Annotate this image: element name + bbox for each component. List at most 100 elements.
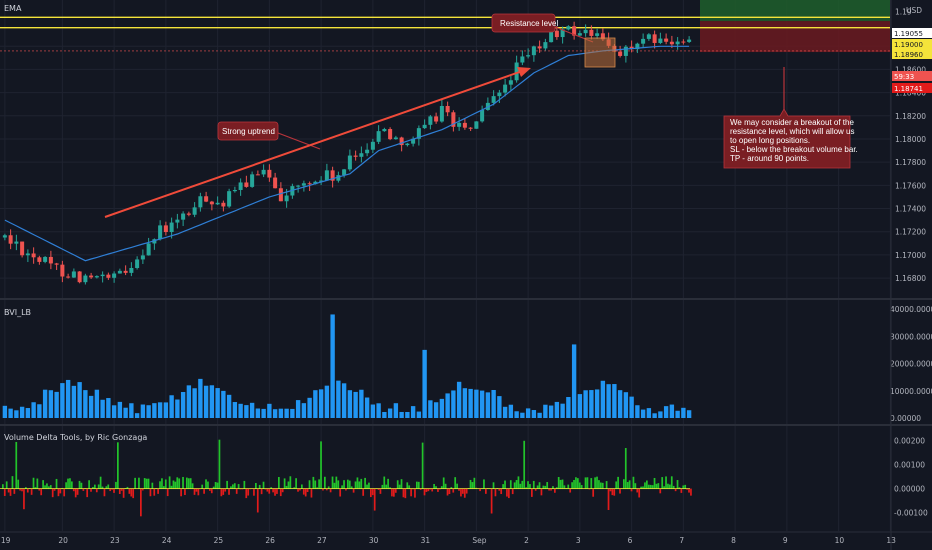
delta-bar[interactable]	[153, 488, 156, 496]
volume-bar[interactable]	[640, 409, 646, 418]
volume-bar[interactable]	[445, 393, 450, 418]
delta-bar[interactable]	[337, 480, 340, 490]
delta-bar[interactable]	[71, 481, 73, 490]
delta-bar[interactable]	[665, 476, 667, 490]
volume-bar[interactable]	[353, 391, 358, 418]
delta-bar[interactable]	[410, 488, 412, 497]
delta-bar[interactable]	[688, 488, 690, 493]
volume-bar[interactable]	[324, 385, 330, 418]
delta-bar[interactable]	[247, 488, 250, 496]
delta-bar[interactable]	[598, 480, 600, 490]
delta-bar[interactable]	[23, 488, 25, 510]
delta-bar[interactable]	[628, 480, 631, 490]
delta-bar[interactable]	[609, 488, 612, 492]
volume-bar[interactable]	[416, 411, 422, 418]
delta-bar[interactable]	[521, 480, 524, 490]
delta-bar[interactable]	[439, 488, 441, 490]
delta-bar[interactable]	[601, 482, 604, 490]
delta-bar[interactable]	[502, 484, 504, 490]
volume-bar[interactable]	[433, 402, 439, 418]
delta-bar[interactable]	[46, 483, 48, 490]
candle[interactable]	[112, 271, 117, 283]
delta-bar[interactable]	[393, 488, 395, 497]
volume-bar[interactable]	[387, 408, 393, 418]
delta-bar[interactable]	[233, 483, 236, 490]
delta-bar[interactable]	[360, 478, 363, 490]
volume-bar[interactable]	[548, 405, 554, 418]
candle[interactable]	[158, 220, 163, 241]
delta-bar[interactable]	[483, 479, 485, 490]
delta-bar[interactable]	[667, 483, 669, 490]
candle[interactable]	[89, 272, 94, 279]
delta-bar[interactable]	[166, 488, 169, 497]
candle[interactable]	[439, 99, 444, 123]
volume-bar[interactable]	[19, 406, 25, 418]
delta-bar[interactable]	[500, 488, 503, 495]
delta-bar[interactable]	[117, 442, 119, 490]
delta-bar[interactable]	[659, 488, 662, 494]
volume-bar[interactable]	[560, 403, 565, 418]
delta-bar[interactable]	[134, 477, 136, 490]
delta-bar[interactable]	[515, 480, 518, 490]
delta-bar[interactable]	[450, 487, 453, 490]
delta-bar[interactable]	[76, 488, 79, 495]
candle[interactable]	[250, 171, 255, 188]
delta-bar[interactable]	[588, 488, 591, 490]
volume-bar[interactable]	[393, 403, 399, 418]
delta-bar[interactable]	[90, 488, 92, 492]
volume-bar[interactable]	[571, 344, 577, 418]
delta-bar[interactable]	[347, 479, 349, 490]
delta-bar[interactable]	[113, 488, 115, 493]
delta-bar[interactable]	[584, 477, 587, 490]
candle[interactable]	[227, 188, 232, 208]
delta-bar[interactable]	[672, 485, 675, 490]
delta-bar[interactable]	[239, 488, 242, 490]
delta-bar[interactable]	[140, 488, 142, 517]
delta-bar[interactable]	[15, 441, 18, 490]
volume-bar[interactable]	[589, 390, 594, 418]
volume-bar[interactable]	[525, 408, 531, 418]
volume-bar[interactable]	[203, 385, 209, 418]
delta-bar[interactable]	[53, 488, 56, 491]
candle[interactable]	[8, 229, 13, 250]
delta-bar[interactable]	[170, 485, 173, 490]
delta-bar[interactable]	[331, 476, 334, 490]
delta-bar[interactable]	[262, 481, 265, 490]
candle[interactable]	[54, 262, 59, 270]
volume-bar[interactable]	[100, 399, 105, 418]
delta-bar[interactable]	[180, 488, 182, 497]
volume-bar[interactable]	[221, 390, 226, 418]
candle[interactable]	[652, 30, 657, 49]
delta-bar[interactable]	[163, 486, 165, 490]
volume-bar[interactable]	[606, 384, 611, 418]
volume-bar[interactable]	[2, 405, 8, 418]
candle[interactable]	[629, 40, 634, 53]
volume-bar[interactable]	[612, 384, 617, 418]
delta-bar[interactable]	[258, 484, 261, 490]
delta-bar[interactable]	[605, 481, 608, 490]
delta-bar[interactable]	[145, 478, 148, 490]
volume-bar[interactable]	[261, 408, 266, 418]
candle[interactable]	[474, 121, 479, 129]
delta-bar[interactable]	[626, 482, 629, 490]
delta-bar[interactable]	[201, 484, 204, 490]
candle[interactable]	[543, 38, 548, 51]
candle[interactable]	[468, 127, 473, 132]
delta-bar[interactable]	[646, 480, 648, 490]
candle[interactable]	[169, 217, 174, 239]
delta-bar[interactable]	[377, 488, 380, 490]
delta-bar[interactable]	[143, 478, 146, 490]
delta-bar[interactable]	[195, 488, 198, 492]
candle[interactable]	[457, 117, 462, 131]
volume-bar[interactable]	[554, 401, 560, 418]
delta-bar[interactable]	[669, 484, 671, 490]
delta-bar[interactable]	[289, 476, 292, 490]
delta-bar[interactable]	[324, 476, 326, 490]
delta-bar[interactable]	[456, 483, 458, 490]
delta-bar[interactable]	[228, 488, 230, 495]
volume-bar[interactable]	[635, 405, 640, 418]
delta-bar[interactable]	[301, 484, 303, 490]
volume-bar[interactable]	[278, 408, 284, 418]
